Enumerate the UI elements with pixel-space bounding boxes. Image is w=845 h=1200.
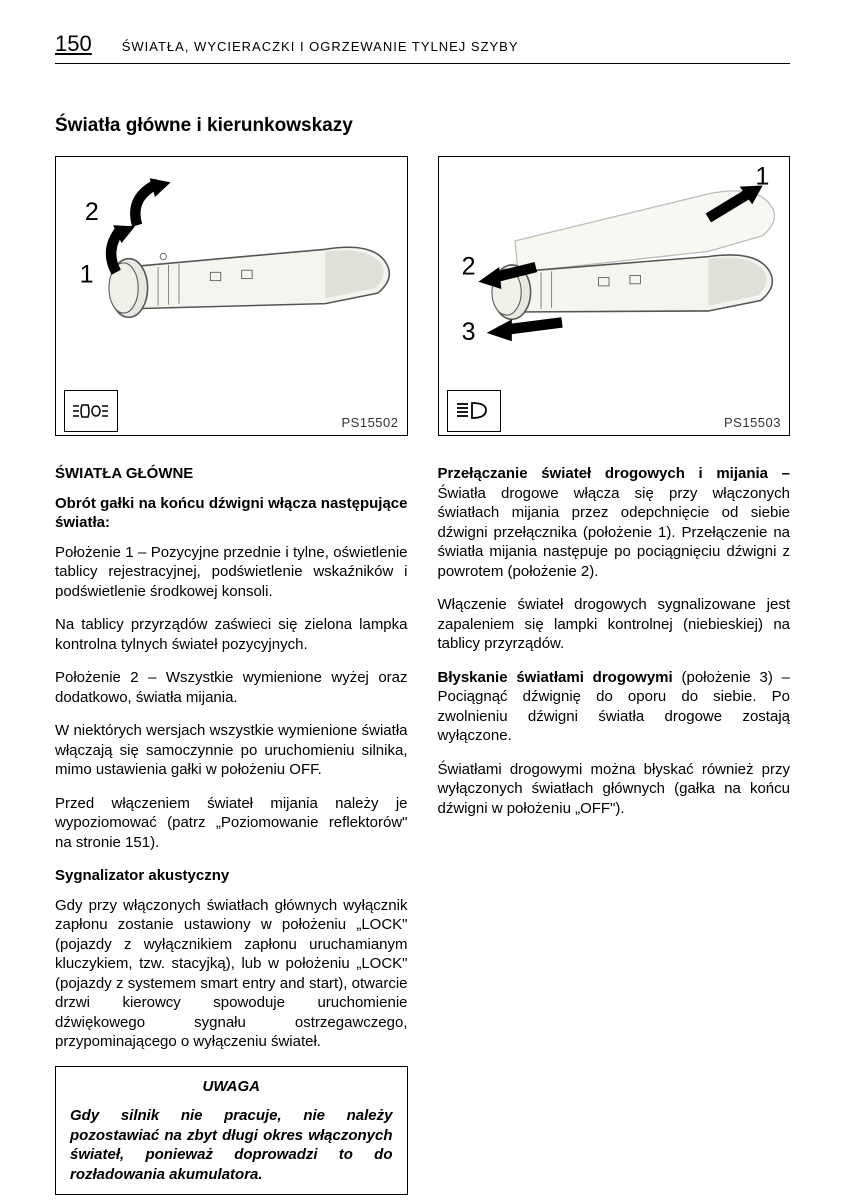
fig2-label-3: 3 — [461, 319, 475, 347]
left-p6: Gdy przy włączonych światłach głównych w… — [55, 896, 408, 1052]
right-p2: Włączenie świateł drogowych sygnalizowan… — [438, 595, 791, 654]
right-p4: Światłami drogowymi można błyskać równie… — [438, 760, 791, 819]
content-columns: 2 1 PS15502 — [55, 156, 790, 1195]
left-p1: Położenie 1 – Pozycyjne przednie i tylne… — [55, 543, 408, 602]
fig2-label-2: 2 — [461, 253, 475, 281]
figure-2: 1 2 3 PS15503 — [438, 156, 791, 436]
section-title: Światła główne i kierunkowskazy — [55, 114, 790, 139]
lever-diagram-1: 2 1 — [64, 165, 399, 390]
tail-light-icon — [64, 390, 118, 432]
fig2-code: PS15503 — [724, 415, 781, 432]
fig1-label-1: 1 — [80, 261, 94, 289]
header-title: ŚWIATŁA, WYCIERACZKI I OGRZEWANIE TYLNEJ… — [122, 39, 519, 56]
high-beam-icon — [447, 390, 501, 432]
right-p3-bold: Błyskanie światłami drogowymi — [438, 669, 673, 686]
fig1-label-2: 2 — [85, 198, 99, 226]
left-p4: W niektórych wersjach wszystkie wymienio… — [55, 721, 408, 780]
left-h1: ŚWIATŁA GŁÓWNE — [55, 464, 408, 484]
notice-body: Gdy silnik nie pracuje, nie należy pozos… — [70, 1106, 393, 1184]
left-p3: Położenie 2 – Wszystkie wymienione wyżej… — [55, 668, 408, 707]
figure-1: 2 1 PS15502 — [55, 156, 408, 436]
fig2-label-1: 1 — [755, 165, 769, 190]
page-number: 150 — [55, 30, 92, 59]
left-h2: Obrót gałki na końcu dźwigni włącza nast… — [55, 494, 408, 533]
left-p2: Na tablicy przyrządów zaświeci się zielo… — [55, 615, 408, 654]
right-p1-rest: Światła drogowe włącza się przy włączony… — [438, 485, 791, 580]
right-p1: Przełączanie świateł drogowych i mijania… — [438, 464, 791, 581]
notice-title: UWAGA — [70, 1077, 393, 1097]
right-p1-bold: Przełączanie świateł drogowych i mijania… — [438, 465, 791, 482]
left-p5: Przed włączeniem świateł mijania należy … — [55, 794, 408, 853]
lever-diagram-2: 1 2 3 — [447, 165, 782, 390]
notice-box: UWAGA Gdy silnik nie pracuje, nie należy… — [55, 1066, 408, 1196]
page-header: 150 ŚWIATŁA, WYCIERACZKI I OGRZEWANIE TY… — [55, 30, 790, 64]
fig1-code: PS15502 — [342, 415, 399, 432]
left-column: 2 1 PS15502 — [55, 156, 408, 1195]
left-h3: Sygnalizator akustyczny — [55, 866, 408, 886]
right-column: 1 2 3 PS15503 Przełą — [438, 156, 791, 1195]
right-p3: Błyskanie światłami drogowymi (położenie… — [438, 668, 791, 746]
